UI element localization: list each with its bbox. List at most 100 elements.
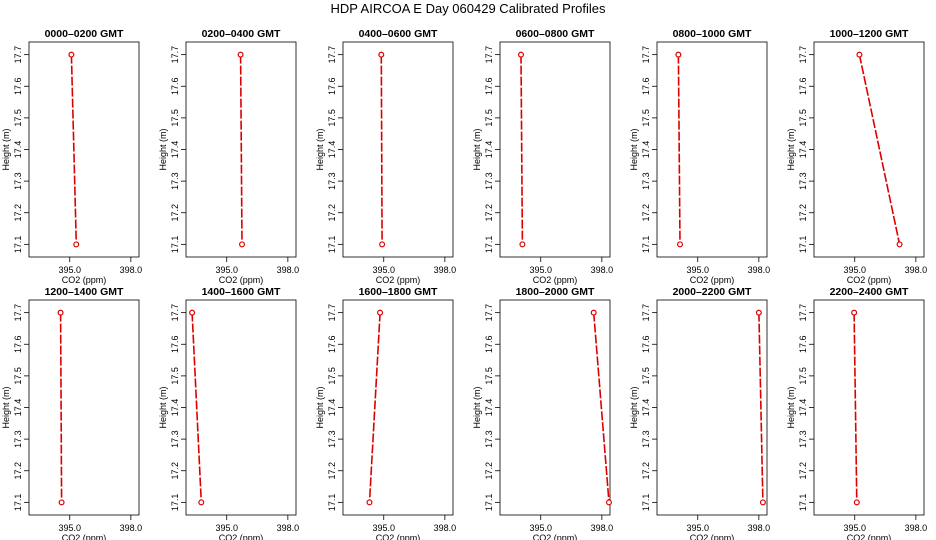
data-point [605, 499, 612, 506]
y-tick-label: 17.7 [484, 46, 494, 64]
y-tick-label: 17.2 [327, 462, 337, 480]
y-tick-label: 17.2 [641, 462, 651, 480]
x-axis-label: CO2 (ppm) [62, 275, 107, 285]
panel-8: 1400–1600 GMT 395.0 398.0 17.1 17.2 17.3 17.4 1… [158, 286, 299, 540]
data-point [58, 499, 65, 506]
panel-title: 0200–0400 GMT [202, 28, 281, 40]
data-point [237, 51, 244, 58]
y-axis-label: Height (m) [1, 386, 11, 428]
panel-title: 1400–1600 GMT [202, 286, 281, 298]
panel-5: 0800–1000 GMT 395.0 398.0 17.1 17.2 17.3 17.4 1… [629, 28, 770, 285]
series-line [368, 312, 381, 503]
data-point [853, 499, 860, 506]
x-tick-label: 398.0 [905, 523, 928, 533]
y-tick-label: 17.4 [484, 141, 494, 159]
x-tick-label: 398.0 [434, 265, 457, 275]
panel-title: 2200–2400 GMT [830, 286, 909, 298]
y-axis-label: Height (m) [315, 128, 325, 170]
y-tick-label: 17.6 [641, 335, 651, 353]
y-tick-label: 17.6 [327, 335, 337, 353]
panel-title: 0400–0600 GMT [359, 28, 438, 40]
y-tick-label: 17.6 [327, 77, 337, 95]
y-tick-label: 17.7 [484, 304, 494, 322]
x-tick-label: 395.0 [58, 265, 81, 275]
y-tick-label: 17.1 [170, 236, 180, 254]
data-point [755, 309, 762, 316]
data-point [517, 51, 524, 58]
y-tick-label: 17.4 [13, 141, 23, 159]
x-tick-label: 398.0 [277, 523, 300, 533]
y-tick-label: 17.6 [13, 335, 23, 353]
series-line [853, 312, 858, 503]
panel-title: 1600–1800 GMT [359, 286, 438, 298]
y-tick-label: 17.7 [327, 304, 337, 322]
panel-3: 0400–0600 GMT 395.0 398.0 17.1 17.2 17.3 17.4 1… [315, 28, 456, 285]
data-point [68, 51, 75, 58]
data-point [377, 309, 384, 316]
plot-frame [656, 299, 768, 516]
series-line [677, 54, 681, 245]
data-point [759, 499, 766, 506]
y-tick-label: 17.5 [327, 367, 337, 385]
x-tick-label: 398.0 [748, 523, 771, 533]
y-tick-label: 17.3 [484, 430, 494, 448]
y-tick-label: 17.4 [13, 399, 23, 417]
panel-4: 0600–0800 GMT 395.0 398.0 17.1 17.2 17.3 17.4 1… [472, 28, 613, 285]
series-line [59, 312, 63, 503]
y-tick-label: 17.1 [798, 494, 808, 512]
series-line [191, 312, 203, 503]
panel-10: 1800–2000 GMT 395.0 398.0 17.1 17.2 17.3 17.4 1… [472, 286, 613, 540]
y-tick-label: 17.6 [13, 77, 23, 95]
panel-title: 0800–1000 GMT [673, 28, 752, 40]
x-tick-label: 398.0 [591, 265, 614, 275]
plot-frame [813, 299, 925, 516]
data-point [896, 241, 903, 248]
panel-7: 1200–1400 GMT 395.0 398.0 17.1 17.2 17.3 17.4 1… [1, 286, 142, 540]
y-tick-label: 17.3 [484, 172, 494, 190]
plot-frame [499, 41, 611, 258]
x-tick-label: 398.0 [748, 265, 771, 275]
y-tick-label: 17.5 [170, 109, 180, 127]
series-line [858, 54, 901, 245]
y-tick-label: 17.5 [170, 367, 180, 385]
y-axis-label: Height (m) [786, 386, 796, 428]
series-line [520, 54, 524, 245]
y-tick-label: 17.1 [327, 236, 337, 254]
x-axis-label: CO2 (ppm) [62, 533, 107, 540]
data-point [198, 499, 205, 506]
y-tick-label: 17.2 [798, 204, 808, 222]
plot-frame [28, 299, 140, 516]
data-point [378, 51, 385, 58]
x-axis-label: CO2 (ppm) [690, 533, 735, 540]
y-tick-label: 17.5 [327, 109, 337, 127]
y-tick-label: 17.2 [170, 204, 180, 222]
y-tick-label: 17.2 [13, 204, 23, 222]
x-tick-label: 395.0 [843, 265, 866, 275]
x-axis-label: CO2 (ppm) [847, 533, 892, 540]
page-title: HDP AIRCOA E Day 060429 Calibrated Profi… [330, 1, 606, 16]
y-tick-label: 17.3 [170, 172, 180, 190]
data-point [239, 241, 246, 248]
y-tick-label: 17.7 [641, 304, 651, 322]
data-point [856, 51, 863, 58]
x-tick-label: 395.0 [58, 523, 81, 533]
y-tick-label: 17.2 [327, 204, 337, 222]
y-axis-label: Height (m) [629, 128, 639, 170]
x-axis-label: CO2 (ppm) [533, 275, 578, 285]
x-tick-label: 395.0 [215, 523, 238, 533]
x-axis-label: CO2 (ppm) [219, 533, 264, 540]
x-tick-label: 395.0 [215, 265, 238, 275]
panel-1: 0000–0200 GMT 395.0 398.0 17.1 17.2 17.3 17.4 1… [1, 28, 142, 285]
data-point [675, 51, 682, 58]
y-tick-label: 17.6 [170, 335, 180, 353]
y-axis-label: Height (m) [786, 128, 796, 170]
panel-title: 1200–1400 GMT [45, 286, 124, 298]
x-axis-label: CO2 (ppm) [690, 275, 735, 285]
y-tick-label: 17.1 [13, 236, 23, 254]
x-tick-label: 398.0 [277, 265, 300, 275]
y-tick-label: 17.3 [13, 172, 23, 190]
y-tick-label: 17.3 [641, 430, 651, 448]
y-tick-label: 17.6 [484, 77, 494, 95]
y-tick-label: 17.1 [13, 494, 23, 512]
